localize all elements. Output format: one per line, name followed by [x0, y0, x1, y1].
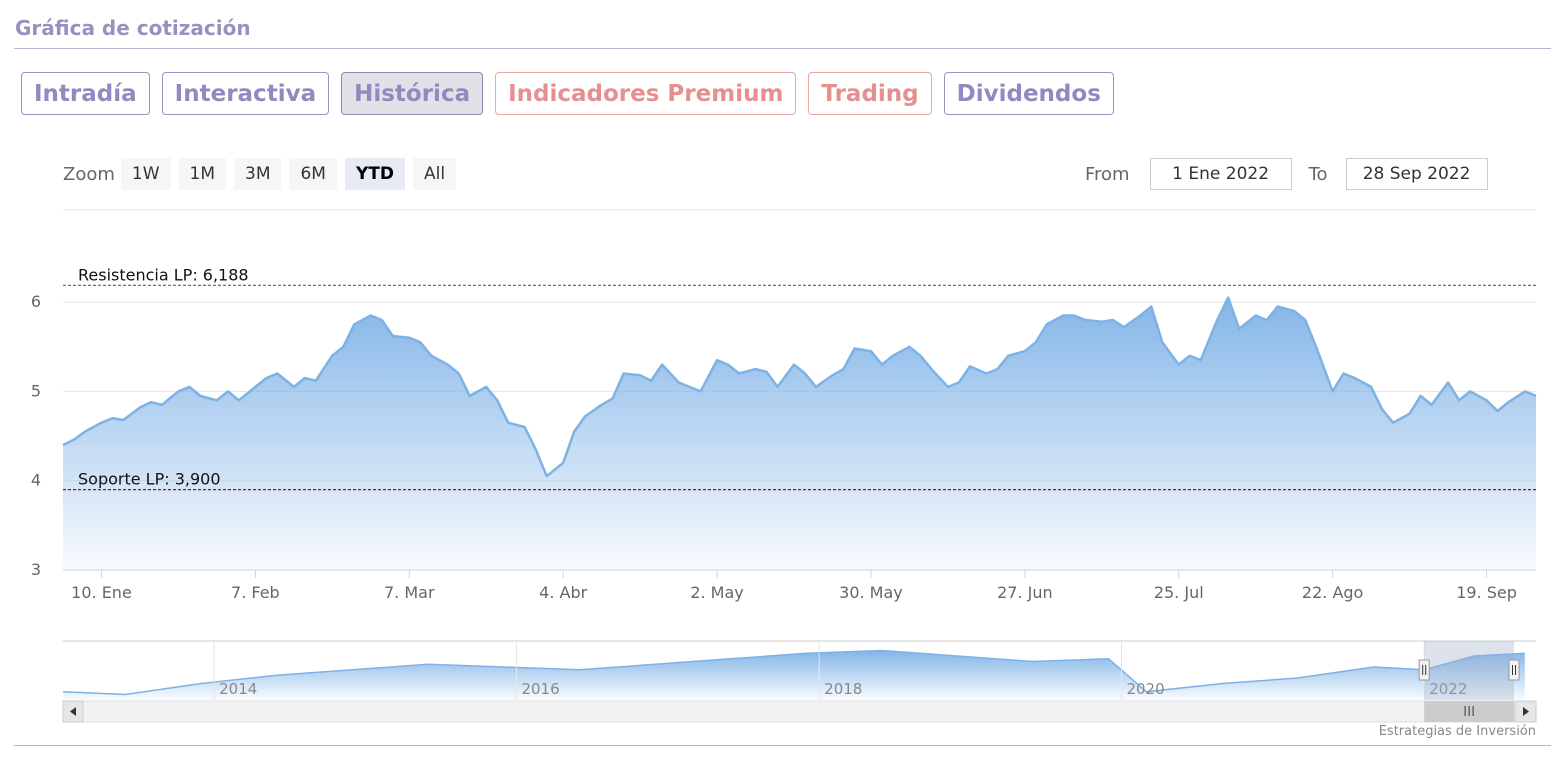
- x-tick-label: 7. Feb: [231, 583, 280, 602]
- y-tick-label: 3: [31, 560, 41, 579]
- zoom-3m-button[interactable]: 3M: [234, 158, 282, 190]
- navigator-line: [62, 649, 1525, 696]
- navigator-year-label: 2018: [824, 680, 862, 698]
- support-label: Soporte LP: 3,900: [78, 470, 221, 489]
- navigator-year-label: 2020: [1126, 680, 1164, 698]
- range-from-label: From: [1085, 163, 1130, 185]
- navigator-handle-left[interactable]: [1418, 659, 1430, 681]
- tab-historica[interactable]: Histórica: [341, 72, 484, 115]
- section-title: Gráfica de cotización: [15, 16, 251, 40]
- zoom-ytd-button[interactable]: YTD: [344, 158, 405, 190]
- tab-interactiva[interactable]: Interactiva: [161, 72, 330, 115]
- zoom-1w-button[interactable]: 1W: [120, 158, 171, 190]
- bottom-divider: [14, 745, 1551, 746]
- navigator-year-label: 2014: [219, 680, 257, 698]
- credits-text[interactable]: Estrategias de Inversión: [1378, 724, 1536, 739]
- navigator-year-label: 2016: [521, 680, 559, 698]
- navigator-handle-right[interactable]: [1508, 659, 1520, 681]
- range-to-input[interactable]: 28 Sep 2022: [1345, 158, 1488, 190]
- tab-intradia[interactable]: Intradía: [21, 72, 150, 115]
- date-range: From 1 Ene 2022 To 28 Sep 2022: [1085, 158, 1488, 190]
- x-tick-label: 7. Mar: [384, 583, 435, 602]
- navigator-year-label: 2022: [1429, 680, 1467, 698]
- navigator-selection: [1424, 641, 1514, 700]
- series-area: [63, 297, 1536, 570]
- zoom-6m-button[interactable]: 6M: [289, 158, 337, 190]
- x-tick-label: 19. Sep: [1456, 583, 1517, 602]
- title-divider: [14, 48, 1551, 49]
- range-from-input[interactable]: 1 Ene 2022: [1149, 158, 1292, 190]
- tab-indicadores-premium[interactable]: Indicadores Premium: [495, 72, 797, 115]
- x-tick-label: 27. Jun: [997, 583, 1053, 602]
- x-tick-label: 30. May: [839, 583, 903, 602]
- tab-dividendos[interactable]: Dividendos: [943, 72, 1114, 115]
- x-tick-label: 25. Jul: [1154, 583, 1204, 602]
- zoom-1m-button[interactable]: 1M: [178, 158, 226, 190]
- resistance-label: Resistencia LP: 6,188: [78, 265, 249, 284]
- range-to-label: To: [1308, 163, 1328, 185]
- x-tick-label: 10. Ene: [71, 583, 132, 602]
- y-tick-label: 5: [31, 381, 41, 400]
- zoom-label: Zoom: [63, 163, 115, 185]
- scrollbar-track: [62, 700, 1537, 723]
- x-tick-label: 4. Abr: [539, 583, 587, 602]
- y-tick-label: 4: [31, 471, 41, 490]
- series-line: [62, 296, 1537, 478]
- navigator-area: [63, 650, 1525, 700]
- y-tick-label: 6: [31, 292, 41, 311]
- zoom-selector: Zoom 1W 1M 3M 6M YTD All: [63, 158, 464, 190]
- zoom-all-button[interactable]: All: [413, 158, 457, 190]
- scroll-left-arrow-icon: [70, 707, 76, 716]
- chart-tabs: Intradía Interactiva Histórica Indicador…: [21, 72, 1114, 115]
- scroll-right-arrow-icon: [1523, 707, 1529, 716]
- x-tick-label: 22. Ago: [1302, 583, 1363, 602]
- tab-trading[interactable]: Trading: [808, 72, 932, 115]
- x-tick-label: 2. May: [690, 583, 743, 602]
